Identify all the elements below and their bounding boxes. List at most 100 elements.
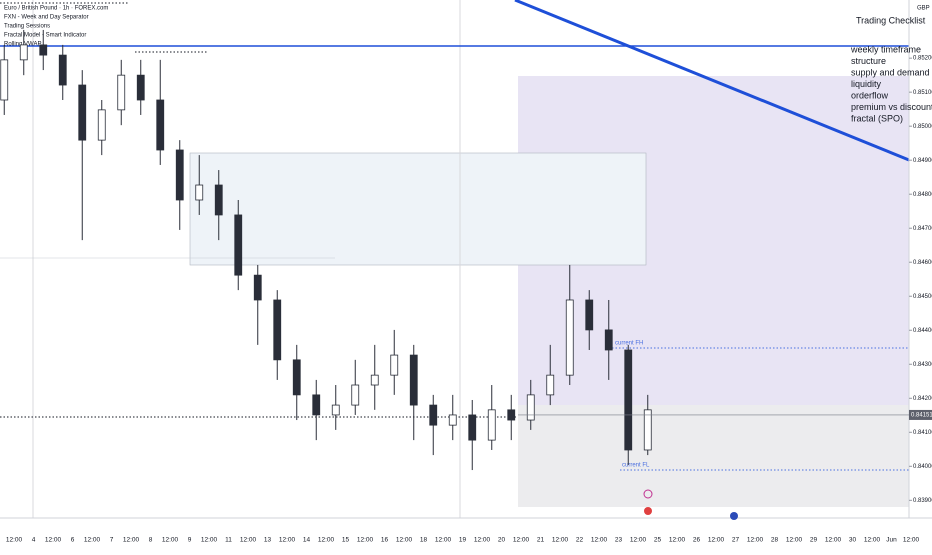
x-tick-label: 12:00: [396, 537, 413, 544]
x-tick-label: 9: [188, 537, 192, 544]
supply-box: [189, 152, 647, 266]
indicator: FXN - Week and Day Separator: [4, 15, 89, 21]
checklist-item: fractal (SPO): [851, 113, 903, 123]
x-tick-label: 26: [693, 537, 701, 544]
x-tick-label: Jun: [886, 537, 897, 544]
checklist-item: premium vs discount: [851, 102, 932, 112]
candle-body: [0, 59, 9, 101]
indicator: Fractal Model - Smart Indicator: [4, 33, 86, 39]
x-tick-label: 12:00: [708, 537, 725, 544]
indicator: Trading Sessions: [4, 24, 50, 30]
x-tick-label: 12:00: [474, 537, 491, 544]
x-tick-label: 12:00: [591, 537, 608, 544]
annotation: current FL: [622, 463, 650, 469]
candle-body: [156, 99, 165, 151]
x-tick-label: 12:00: [162, 537, 179, 544]
candle-body: [39, 44, 48, 56]
candle-body: [253, 274, 262, 301]
candle-body: [97, 109, 106, 141]
x-tick-label: 21: [537, 537, 545, 544]
candle-body: [643, 409, 652, 451]
x-tick-label: 27: [732, 537, 740, 544]
candle-body: [214, 184, 223, 216]
x-tick-label: 4: [32, 537, 36, 544]
x-tick-label: 30: [849, 537, 857, 544]
checklist-item: supply and demand: [851, 67, 930, 77]
candle-body: [351, 384, 360, 406]
candle-body: [312, 394, 321, 416]
checklist-item: structure: [851, 56, 886, 66]
candle-body: [19, 44, 28, 61]
annotation: current FH: [615, 341, 643, 347]
candle-body: [546, 374, 555, 396]
x-tick-label: 25: [654, 537, 662, 544]
event-icon: [644, 507, 652, 515]
candle-body: [117, 74, 126, 111]
checklist-title: Trading Checklist: [856, 15, 926, 25]
candle-body: [390, 354, 399, 376]
candle-body: [78, 84, 87, 141]
x-tick-label: 18: [420, 537, 428, 544]
current-price-label: 0.84151: [911, 413, 932, 419]
x-tick-label: 12:00: [84, 537, 101, 544]
x-tick-label: 12:00: [513, 537, 530, 544]
x-tick-label: 12:00: [6, 537, 23, 544]
x-tick-label: 12:00: [552, 537, 569, 544]
x-tick-label: 15: [342, 537, 350, 544]
x-tick-label: 8: [149, 537, 153, 544]
candle-body: [468, 414, 477, 441]
current-price-box: [909, 409, 932, 420]
x-tick-label: 22: [576, 537, 584, 544]
x-tick-label: 11: [225, 537, 232, 544]
candle-body: [175, 149, 184, 201]
x-tick-label: 12:00: [435, 537, 452, 544]
x-tick-label: 23: [615, 537, 623, 544]
candle-body: [58, 54, 67, 86]
candle-body: [136, 74, 145, 101]
candle-body: [624, 349, 633, 451]
candle-body: [487, 409, 496, 441]
candle-body: [331, 404, 340, 416]
event-icon: [730, 512, 738, 520]
x-tick-label: 12:00: [45, 537, 62, 544]
checklist-item: weekly timeframe: [850, 44, 921, 54]
x-tick-label: 20: [498, 537, 506, 544]
candle-body: [234, 214, 243, 276]
candle-body: [429, 404, 438, 426]
x-tick-label: 12:00: [240, 537, 257, 544]
candle-body: [526, 394, 535, 421]
checklist-item: orderflow: [851, 90, 889, 100]
chart-title: Euro / British Pound · 1h · FOREX.com: [4, 6, 108, 12]
x-tick-label: 12:00: [123, 537, 140, 544]
currency: GBP: [917, 6, 930, 12]
candle-body: [292, 359, 301, 396]
x-tick-label: 12:00: [357, 537, 374, 544]
x-tick-label: 12:00: [825, 537, 842, 544]
event-icon: [643, 489, 653, 499]
x-tick-label: 12:00: [669, 537, 686, 544]
x-tick-label: 7: [110, 537, 114, 544]
x-tick-label: 28: [771, 537, 779, 544]
x-tick-label: 16: [381, 537, 389, 544]
x-tick-label: 12:00: [318, 537, 335, 544]
candle-body: [507, 409, 516, 421]
candle-body: [195, 184, 204, 201]
candle-body: [585, 299, 594, 331]
x-tick-label: 19: [459, 537, 467, 544]
candle-body: [565, 299, 574, 376]
x-tick-label: 13: [264, 537, 272, 544]
x-tick-label: 29: [810, 537, 818, 544]
